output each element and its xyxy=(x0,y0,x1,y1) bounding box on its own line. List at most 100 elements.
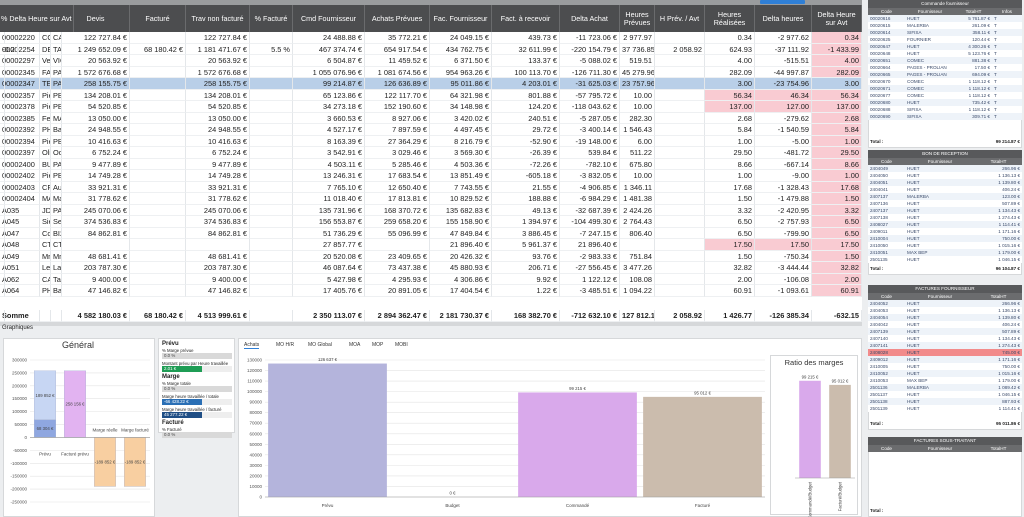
cell xyxy=(130,32,186,44)
panel-row[interactable] xyxy=(868,377,1022,384)
table-row[interactable] xyxy=(0,158,862,170)
scrollbar[interactable] xyxy=(0,322,862,326)
column-header[interactable]: Trav non facturé xyxy=(186,5,250,32)
panel-row[interactable] xyxy=(868,186,1022,193)
panel-row[interactable] xyxy=(868,207,1022,214)
panel-row[interactable] xyxy=(868,36,1022,43)
table-row[interactable] xyxy=(0,193,862,205)
table-row[interactable] xyxy=(0,66,862,78)
table-row[interactable] xyxy=(0,89,862,101)
panel-column: Code xyxy=(868,158,905,165)
column-header[interactable]: Heures Réalisées xyxy=(705,5,755,32)
panel-row[interactable] xyxy=(868,71,1022,78)
table-row[interactable] xyxy=(0,181,862,193)
table-row[interactable] xyxy=(0,170,862,182)
panel-row[interactable] xyxy=(868,92,1022,99)
cell: 519.51 xyxy=(620,55,655,67)
column-header[interactable]: % Delta Heure sur Avt xyxy=(0,5,74,32)
cell: 46 087.64 € xyxy=(293,262,365,274)
panel-row[interactable] xyxy=(868,214,1022,221)
table-row[interactable] xyxy=(0,204,862,216)
column-header[interactable]: Delta Achat xyxy=(560,5,620,32)
column-header[interactable]: Fact. à recevoir xyxy=(492,5,560,32)
column-header[interactable]: Achats Prévues xyxy=(365,5,430,32)
panel-row[interactable] xyxy=(868,43,1022,50)
panel-row[interactable] xyxy=(868,307,1022,314)
column-header[interactable]: Fac. Fournisseur xyxy=(430,5,492,32)
top-button[interactable] xyxy=(760,0,805,4)
panel-row[interactable] xyxy=(868,200,1022,207)
table-row[interactable] xyxy=(0,101,862,113)
panel-row[interactable] xyxy=(868,300,1022,307)
panel-row[interactable] xyxy=(868,328,1022,335)
panel-row[interactable] xyxy=(868,342,1022,349)
table-row[interactable] xyxy=(0,78,862,90)
table-row[interactable] xyxy=(0,227,862,239)
table-row[interactable] xyxy=(0,43,862,55)
panel-row[interactable] xyxy=(868,113,1022,120)
column-header[interactable]: H Prév. / Avt xyxy=(655,5,705,32)
tab[interactable]: Achats xyxy=(244,342,260,349)
table-row[interactable] xyxy=(0,239,862,251)
table-row[interactable] xyxy=(0,310,862,322)
panel-row[interactable] xyxy=(868,29,1022,36)
cell xyxy=(0,193,5,205)
table-row[interactable] xyxy=(0,124,862,136)
tab[interactable]: MOBI xyxy=(395,342,408,348)
panel-row[interactable] xyxy=(868,242,1022,249)
panel-row[interactable] xyxy=(868,165,1022,172)
table-row[interactable] xyxy=(0,32,862,44)
panel-row[interactable] xyxy=(868,370,1022,377)
panel-row[interactable] xyxy=(868,349,1022,356)
column-header[interactable]: Delta Heure sur Avt xyxy=(812,5,862,32)
column-header[interactable]: Cmd Fournisseur xyxy=(293,5,365,32)
panel-row[interactable] xyxy=(868,78,1022,85)
panel-row[interactable] xyxy=(868,99,1022,106)
table-row[interactable] xyxy=(0,216,862,228)
panel-row[interactable] xyxy=(868,85,1022,92)
table-row[interactable] xyxy=(0,112,862,124)
panel-row[interactable] xyxy=(868,172,1022,179)
panel-row[interactable] xyxy=(868,384,1022,391)
table-row[interactable] xyxy=(0,273,862,285)
tab[interactable]: MOA xyxy=(349,342,361,348)
column-header[interactable]: Facturé xyxy=(130,5,186,32)
panel-row[interactable] xyxy=(868,221,1022,228)
panel-row[interactable] xyxy=(868,405,1022,412)
panel-row[interactable] xyxy=(868,335,1022,342)
panel-row[interactable] xyxy=(868,256,1022,263)
panel-row[interactable] xyxy=(868,391,1022,398)
panel-row[interactable] xyxy=(868,363,1022,370)
panel-row[interactable] xyxy=(868,22,1022,29)
column-header[interactable]: % Facturé xyxy=(250,5,293,32)
table-row[interactable] xyxy=(0,147,862,159)
indicator-title: Prévu xyxy=(162,341,179,347)
panel-row[interactable] xyxy=(868,228,1022,235)
column-header[interactable]: Delta heures xyxy=(755,5,812,32)
panel-row[interactable] xyxy=(868,57,1022,64)
panel-row[interactable] xyxy=(868,64,1022,71)
panel-row[interactable] xyxy=(868,50,1022,57)
table-row[interactable] xyxy=(0,262,862,274)
panel-row[interactable] xyxy=(868,235,1022,242)
table-row[interactable] xyxy=(0,135,862,147)
table-row[interactable] xyxy=(0,285,862,297)
column-header[interactable]: Heures Prévues xyxy=(620,5,655,32)
cell: 188.88 € xyxy=(492,193,560,205)
panel-row[interactable] xyxy=(868,15,1022,22)
tab[interactable]: MO H/R xyxy=(276,342,295,348)
table-row[interactable] xyxy=(0,250,862,262)
panel-row[interactable] xyxy=(868,314,1022,321)
panel-row[interactable] xyxy=(868,356,1022,363)
tab[interactable]: MOP xyxy=(372,342,384,348)
panel-row[interactable] xyxy=(868,106,1022,113)
panel-row[interactable] xyxy=(868,179,1022,186)
panel-row[interactable] xyxy=(868,249,1022,256)
table-row[interactable] xyxy=(0,55,862,67)
tab[interactable]: MO Global xyxy=(308,342,332,348)
panel-row[interactable] xyxy=(868,193,1022,200)
cell: 13 246.31 € xyxy=(293,170,365,182)
panel-row[interactable] xyxy=(868,321,1022,328)
panel-row[interactable] xyxy=(868,398,1022,405)
